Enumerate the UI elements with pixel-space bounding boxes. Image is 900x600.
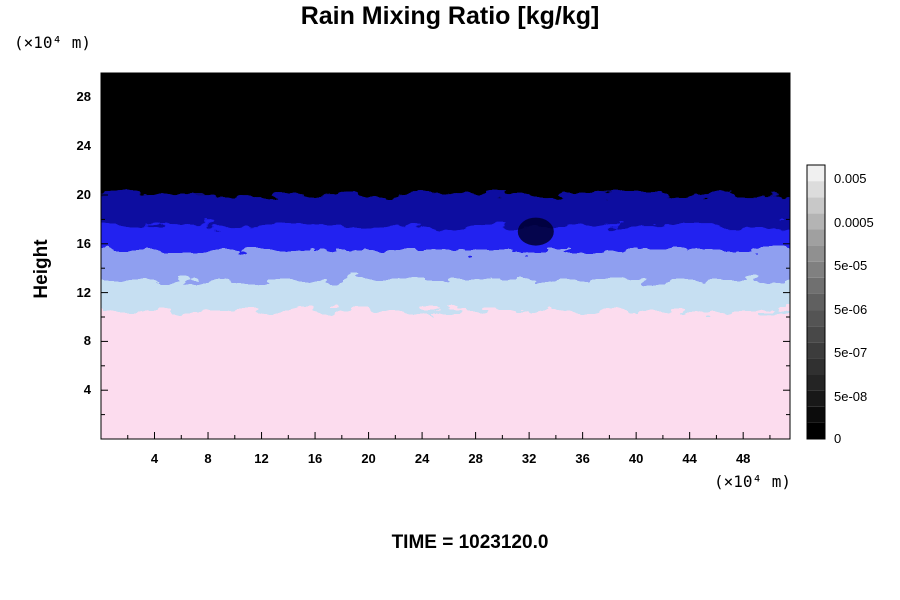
x-tick-label: 8: [204, 451, 212, 466]
plot-frame: [100, 72, 791, 440]
colorbar-segment: [807, 406, 825, 423]
x-tick-label: 12: [254, 451, 269, 466]
colorbar-segment: [807, 245, 825, 262]
field-bands: [101, 73, 790, 439]
x-tick-label: 44: [682, 451, 697, 466]
field-band: [101, 311, 790, 439]
colorbar-segment: [807, 358, 825, 375]
colorbar-segment: [807, 181, 825, 198]
y-tick-label: 4: [83, 382, 91, 398]
colorbar-tick-label: 5e-07: [834, 345, 868, 361]
colorbar-tick-label: 5e-06: [834, 302, 868, 318]
axis-ticks: [101, 73, 790, 439]
x-tick-label: 32: [521, 451, 537, 466]
y-axis-unit: (×10⁴ m): [14, 33, 92, 52]
x-tick-label: 20: [361, 451, 376, 466]
colorbar-tick-label: 5e-08: [834, 388, 868, 404]
colorbar-tick-label: 0.0005: [834, 214, 874, 230]
colorbar-segment: [807, 342, 825, 359]
colorbar-frame: [806, 164, 826, 440]
y-tick-label: 20: [76, 187, 91, 202]
chart-title: Rain Mixing Ratio [kg/kg]: [300, 2, 600, 30]
colorbar-segment: [807, 229, 825, 246]
y-tick-label: 16: [76, 235, 91, 251]
colorbar-segment: [807, 197, 825, 214]
colorbar-segment: [807, 422, 825, 439]
y-tick-label: 12: [76, 284, 91, 300]
colorbar-tick-label: 5e-05: [834, 258, 868, 274]
colorbar-segment: [807, 374, 825, 391]
time-label: TIME = 1023120.0: [391, 532, 549, 553]
colorbar-segment: [807, 326, 825, 343]
y-tick-label: 8: [83, 333, 91, 349]
colorbar-segment: [807, 213, 825, 230]
y-tick-label: 24: [76, 138, 91, 154]
x-tick-label: 40: [628, 451, 644, 466]
rain-field: [101, 73, 790, 439]
colorbar-segment: [807, 310, 825, 327]
x-tick-label: 48: [735, 451, 751, 466]
x-tick-label: 28: [468, 451, 483, 466]
colorbar-segment: [807, 165, 825, 182]
x-tick-label: 16: [307, 451, 323, 466]
colorbar-tick-label: 0.005: [834, 171, 867, 187]
x-tick-label: 36: [575, 451, 590, 466]
colorbar: [806, 164, 826, 440]
field-band: [101, 73, 790, 214]
colorbar-segment: [807, 261, 825, 278]
x-axis-unit: (×10⁴ m): [714, 472, 792, 491]
colorbar-segment: [807, 277, 825, 294]
x-tick-label: 24: [414, 451, 430, 466]
colorbar-segment: [807, 293, 825, 311]
y-tick-label: 28: [76, 89, 91, 105]
colorbar-segment: [807, 390, 825, 407]
colorbar-tick-label: 0: [834, 431, 842, 446]
x-tick-label: 4: [150, 451, 159, 466]
dark-cell: [517, 217, 554, 246]
